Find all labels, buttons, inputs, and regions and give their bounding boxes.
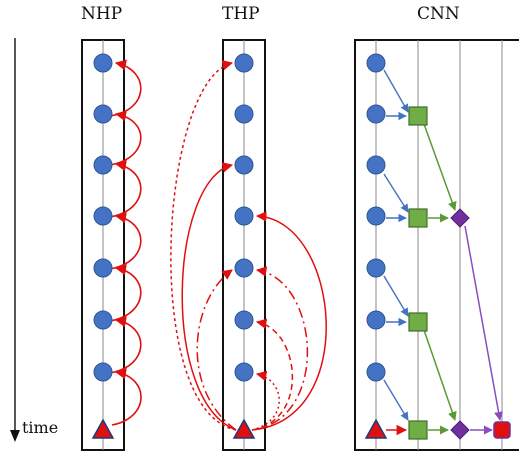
cnn-edge <box>383 69 409 113</box>
cnn-layer1-edges <box>383 69 409 421</box>
event-circle-icon <box>93 53 113 73</box>
nodes-layer <box>91 53 511 440</box>
cnn-frame <box>354 39 519 451</box>
event-circle-icon <box>366 362 386 382</box>
cnn-edge <box>464 225 503 421</box>
event-circle-icon <box>234 206 254 226</box>
thp-arc-right-dotted <box>251 370 280 431</box>
layer2-node-icon <box>450 208 470 228</box>
nhp-arc <box>109 264 142 322</box>
cnn-edge <box>383 275 409 317</box>
cnn-edge <box>383 173 409 213</box>
time-axis <box>10 38 20 442</box>
thp-arc-left-dotted <box>170 60 237 431</box>
event-circle-icon <box>93 310 113 330</box>
target-triangle-icon <box>232 418 256 439</box>
event-circle-icon <box>366 258 386 278</box>
target-triangle-icon <box>91 418 115 439</box>
thp-arc-right-dashdot <box>251 266 309 431</box>
cnn-title: CNN <box>417 4 460 24</box>
cnn-edge <box>423 123 457 211</box>
nhp-arc <box>109 316 142 374</box>
conv-node-icon <box>408 312 428 332</box>
layer2-node-icon <box>450 420 470 440</box>
conv-node-icon <box>408 106 428 126</box>
conv-node-icon <box>408 420 428 440</box>
nhp-arc <box>111 368 142 426</box>
event-circle-icon <box>234 155 254 175</box>
event-circle-icon <box>234 104 254 124</box>
target-triangle-icon <box>364 418 388 439</box>
thp-arc-left-solid <box>181 162 237 431</box>
event-circle-icon <box>234 310 254 330</box>
event-circle-icon <box>234 258 254 278</box>
event-circle-icon <box>366 53 386 73</box>
event-circle-icon <box>93 362 113 382</box>
event-circle-icon <box>366 206 386 226</box>
nhp-influence-arcs <box>109 59 142 426</box>
thp-arc-right-solid <box>251 211 327 431</box>
nhp-title: NHP <box>81 4 123 24</box>
event-circle-icon <box>93 155 113 175</box>
nhp-arc <box>109 59 142 117</box>
event-circle-icon <box>93 206 113 226</box>
final-node-icon <box>493 421 511 439</box>
nhp-arc <box>109 110 142 166</box>
event-circle-icon <box>93 104 113 124</box>
event-circle-icon <box>93 258 113 278</box>
cnn-edge <box>423 329 457 421</box>
event-circle-icon <box>234 362 254 382</box>
event-circle-icon <box>366 310 386 330</box>
thp-arc-left-dashdot <box>196 269 237 431</box>
event-circle-icon <box>234 53 254 73</box>
nhp-arc <box>109 160 142 218</box>
thp-title: THP <box>222 4 260 24</box>
conv-node-icon <box>408 208 428 228</box>
time-axis-label: time <box>22 418 59 437</box>
thp-influence-arcs <box>170 60 327 431</box>
nhp-arc <box>109 212 142 270</box>
thp-arc-right-dashed <box>251 318 294 431</box>
cnn-edge <box>383 379 409 421</box>
time-axis-arrowhead <box>10 430 20 442</box>
event-circle-icon <box>366 155 386 175</box>
cnn-layer3-edges <box>464 225 503 435</box>
event-circle-icon <box>366 104 386 124</box>
cnn-layer2-edges <box>423 123 457 435</box>
